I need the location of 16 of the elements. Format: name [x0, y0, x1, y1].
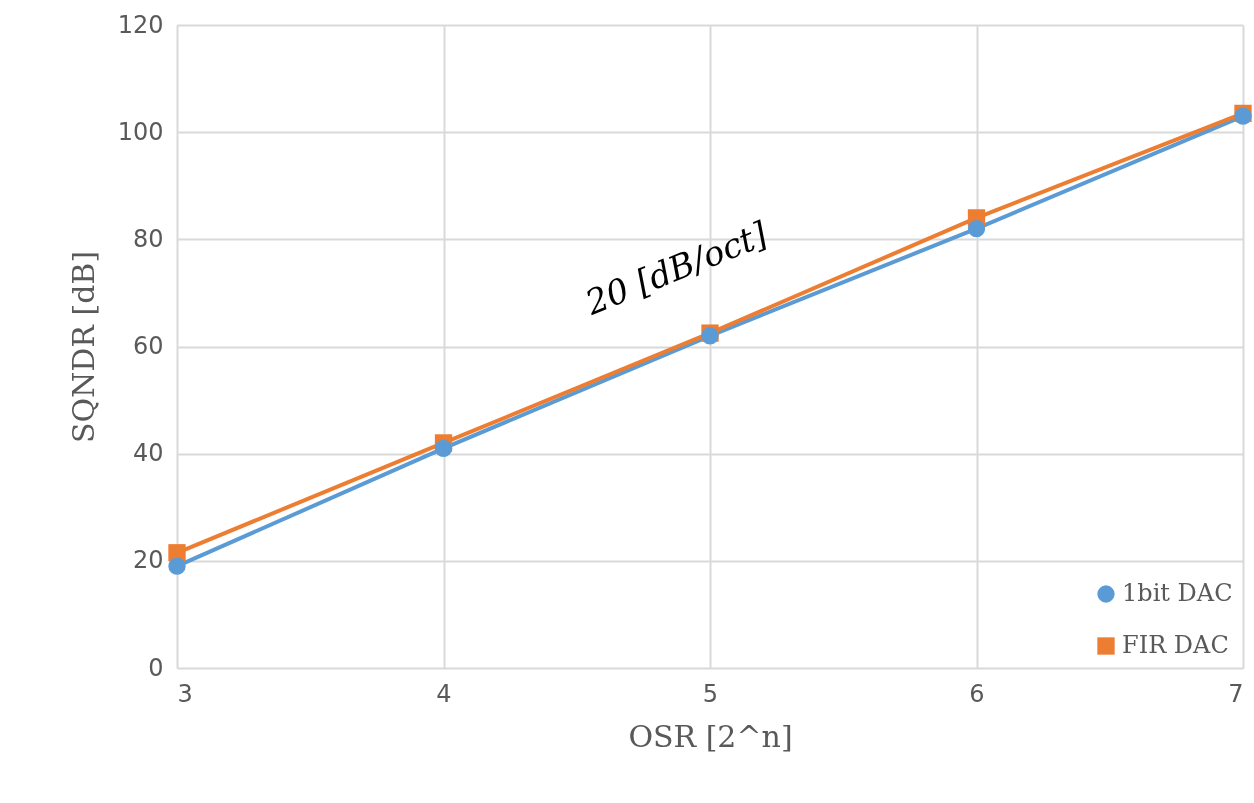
y-axis-title: SQNDR [dB]: [65, 250, 101, 444]
x-axis-title: OSR [2^n]: [628, 718, 793, 754]
x-tick-label: 5: [702, 679, 719, 708]
y-tick-label: 0: [148, 653, 164, 682]
y-tick-label: 20: [132, 546, 164, 575]
y-tick-label: 80: [132, 224, 164, 253]
x-tick-label: 6: [969, 679, 985, 708]
x-tick-label: 4: [436, 679, 452, 708]
x-tick-label: 3: [177, 679, 193, 708]
legend-label: FIR DAC: [1122, 631, 1229, 659]
y-tick-label: 120: [117, 10, 164, 39]
y-tick-label: 60: [132, 332, 164, 360]
legend-label: 1bit DAC: [1122, 579, 1233, 607]
y-tick-label: 100: [117, 117, 164, 146]
y-tick-label: 40: [132, 439, 164, 468]
x-tick-label: 7: [1228, 679, 1244, 708]
